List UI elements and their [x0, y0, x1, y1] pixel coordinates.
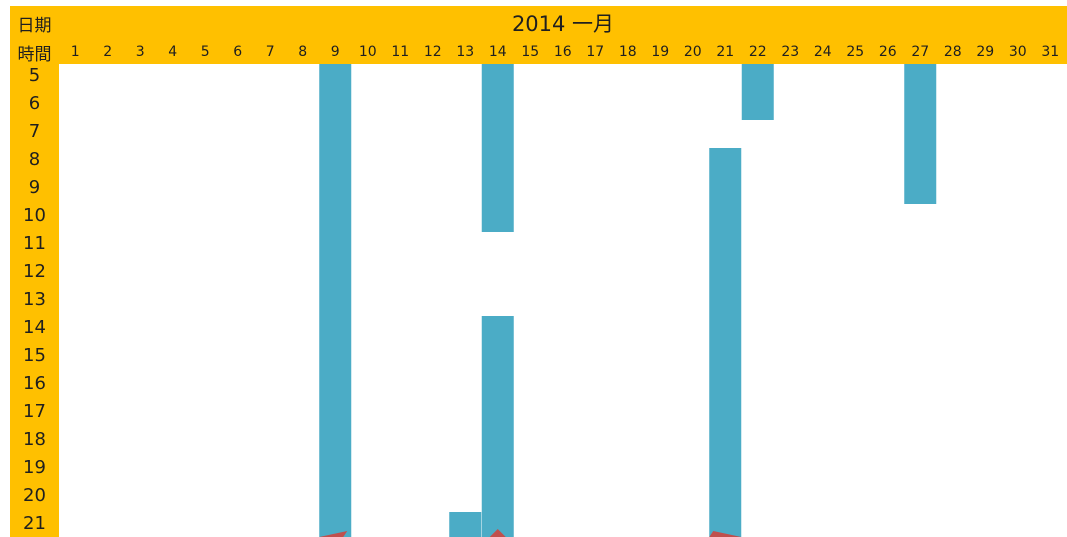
- day-axis-bar: [10, 37, 1067, 64]
- hour-tick-label: 6: [28, 93, 41, 114]
- hour-tick-label: 19: [23, 457, 46, 478]
- day-tick-label: 19: [651, 44, 670, 60]
- day-tick-label: 22: [748, 44, 767, 60]
- day-tick-label: 16: [553, 44, 572, 60]
- hour-tick-label: 9: [28, 177, 41, 198]
- day-tick-label: 26: [878, 44, 897, 60]
- hour-axis-column: [10, 64, 59, 537]
- time-range-bar: [319, 64, 352, 537]
- hour-tick-label: 13: [23, 289, 46, 310]
- day-tick-label: 28: [943, 44, 962, 60]
- day-tick-label: 8: [298, 44, 308, 60]
- hour-tick-label: 16: [23, 373, 46, 394]
- day-tick-label: 11: [391, 44, 410, 60]
- day-tick-label: 30: [1008, 44, 1027, 60]
- time-range-bar: [904, 64, 937, 204]
- day-tick-label: 2: [103, 44, 113, 60]
- time-range-bar: [481, 64, 514, 232]
- day-tick-label: 29: [976, 44, 995, 60]
- hour-tick-label: 18: [23, 429, 46, 450]
- hour-tick-label: 20: [23, 485, 46, 506]
- day-tick-label: 1: [70, 44, 80, 60]
- day-tick-label: 20: [683, 44, 702, 60]
- day-tick-label: 24: [813, 44, 832, 60]
- day-tick-label: 5: [200, 44, 210, 60]
- day-tick-label: 9: [330, 44, 340, 60]
- day-tick-label: 12: [423, 44, 442, 60]
- day-tick-label: 23: [781, 44, 800, 60]
- event-marker: [709, 531, 742, 537]
- day-tick-label: 7: [265, 44, 275, 60]
- hour-tick-label: 15: [23, 345, 46, 366]
- time-range-bar: [709, 148, 742, 537]
- day-tick-label: 4: [168, 44, 178, 60]
- time-axis-title: 時間: [17, 45, 52, 65]
- day-tick-label: 3: [135, 44, 145, 60]
- date-axis-title: 日期: [17, 16, 52, 36]
- day-tick-label: 25: [846, 44, 865, 60]
- time-range-bar: [449, 512, 482, 537]
- day-tick-label: 13: [456, 44, 475, 60]
- day-tick-label: 31: [1041, 44, 1060, 60]
- hour-tick-label: 11: [23, 233, 46, 254]
- day-tick-label: 10: [358, 44, 377, 60]
- hour-tick-label: 5: [28, 65, 41, 86]
- day-tick-label: 18: [618, 44, 637, 60]
- day-tick-label: 14: [488, 44, 507, 60]
- hour-tick-label: 12: [23, 261, 46, 282]
- day-tick-label: 15: [521, 44, 540, 60]
- plot-area: [319, 64, 937, 537]
- day-tick-label: 27: [911, 44, 930, 60]
- chart-title: 2014 一月: [511, 12, 615, 36]
- title-bar: [10, 6, 1067, 37]
- hour-tick-label: 7: [28, 121, 41, 142]
- hour-tick-label: 10: [23, 205, 46, 226]
- hour-tick-label: 17: [23, 401, 46, 422]
- time-range-bar: [741, 64, 774, 120]
- day-tick-label: 21: [716, 44, 735, 60]
- day-tick-label: 6: [233, 44, 243, 60]
- event-marker: [489, 529, 506, 537]
- hour-tick-label: 14: [23, 317, 46, 338]
- time-range-bar: [481, 316, 514, 537]
- day-tick-label: 17: [586, 44, 605, 60]
- event-marker: [319, 531, 348, 537]
- calendar-chart: 日期 2014 一月 時間 1 2 3 4 5 6 7 8 9 10 11 12 13 14 15 16 17 1…: [10, 6, 1067, 537]
- hour-tick-label: 21: [23, 513, 46, 534]
- hour-tick-label: 8: [28, 149, 41, 170]
